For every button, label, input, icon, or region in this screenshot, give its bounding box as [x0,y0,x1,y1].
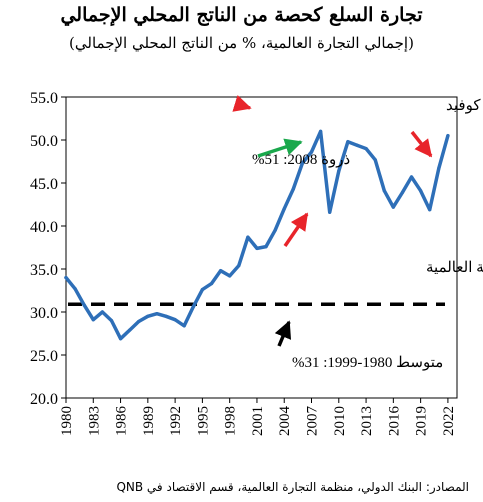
data-point [419,189,423,193]
chart-subtitle: (إجمالي التجارة العالمية، % من الناتج ال… [69,34,414,52]
data-point [300,161,305,165]
plot-frame [65,96,458,399]
x-tick-label: 2010 [332,406,348,436]
x-tick-label: 1986 [114,406,130,437]
data-point [200,288,204,292]
y-tick-label: 50.0 [30,133,58,150]
y-tick-label: 25.0 [30,348,58,365]
y-tick-label: 20.0 [30,391,58,408]
data-point [337,169,341,173]
x-tick-label: 2004 [277,406,293,437]
y-tick-label: 45.0 [30,176,58,193]
data-point [255,246,259,250]
data-point [437,166,441,170]
data-point [428,208,432,212]
y-tick-label: 30.0 [30,305,58,322]
data-point [364,147,368,151]
data-point [109,319,114,323]
data-point [382,189,386,193]
data-point [273,228,277,232]
arrow-covid [410,130,433,158]
data-point [328,210,332,214]
x-tick-label: 2001 [250,406,266,436]
x-tick-label: 2013 [359,406,375,436]
data-point [346,140,350,144]
data-point [173,318,177,322]
data-point [182,324,186,328]
data-point [282,207,286,211]
source-note: المصادر: البنك الدولي، منظمة التجارة الع… [116,480,469,494]
data-point [228,274,232,278]
data-point [355,143,359,147]
x-tick-label: 1995 [195,406,211,436]
x-tick-label: 1992 [168,406,184,436]
data-point [128,328,132,332]
annotation-peak-2008: ذروة 2008: 51% [252,152,350,168]
data-point [73,287,77,291]
data-point [209,282,214,286]
data-point [309,150,314,154]
data-point [137,319,141,324]
data-point [237,263,241,268]
y-tick-label: 55.0 [30,90,58,107]
y-tick-label: 40.0 [30,219,58,236]
x-tick-label: 1980 [59,406,75,436]
data-point [155,312,159,316]
data-point [291,187,295,191]
x-tick-label: 1989 [141,406,157,436]
x-tick-label: 2019 [414,406,430,436]
arrow-peak-2008 [257,138,303,158]
annotation-average: متوسط 1980-1999: 31% [292,355,443,371]
data-point [246,235,250,239]
data-point [146,314,150,318]
data-point [264,245,268,249]
data-point [446,134,450,138]
x-tick-label: 1998 [223,406,239,436]
x-tick-label: 2022 [441,406,457,436]
data-point [100,310,104,314]
data-point [64,276,68,280]
data-point [82,303,86,307]
chart-title: تجارة السلع كحصة من الناتج المحلي الإجما… [60,4,423,26]
data-point [118,337,123,341]
x-tick-label: 2016 [386,406,402,437]
annotation-covid: الركود والتعافي من جائحة كوفيد [446,98,483,114]
x-tick-label: 2007 [305,406,321,437]
arrow-gfc [283,212,309,247]
arrow-covid-2 [232,95,252,112]
data-point [191,305,195,309]
data-point [409,175,414,179]
data-point [391,205,395,209]
y-tick-label: 35.0 [30,262,58,279]
data-point [91,318,95,322]
x-tick-label: 1983 [86,406,102,436]
data-point [373,158,377,162]
arrow-average [274,320,292,347]
data-point [319,129,323,133]
annotation-gfc: الأزمة المالية العالمية [426,258,483,276]
data-point [164,314,168,318]
data-point [218,269,223,273]
data-point [400,190,405,195]
